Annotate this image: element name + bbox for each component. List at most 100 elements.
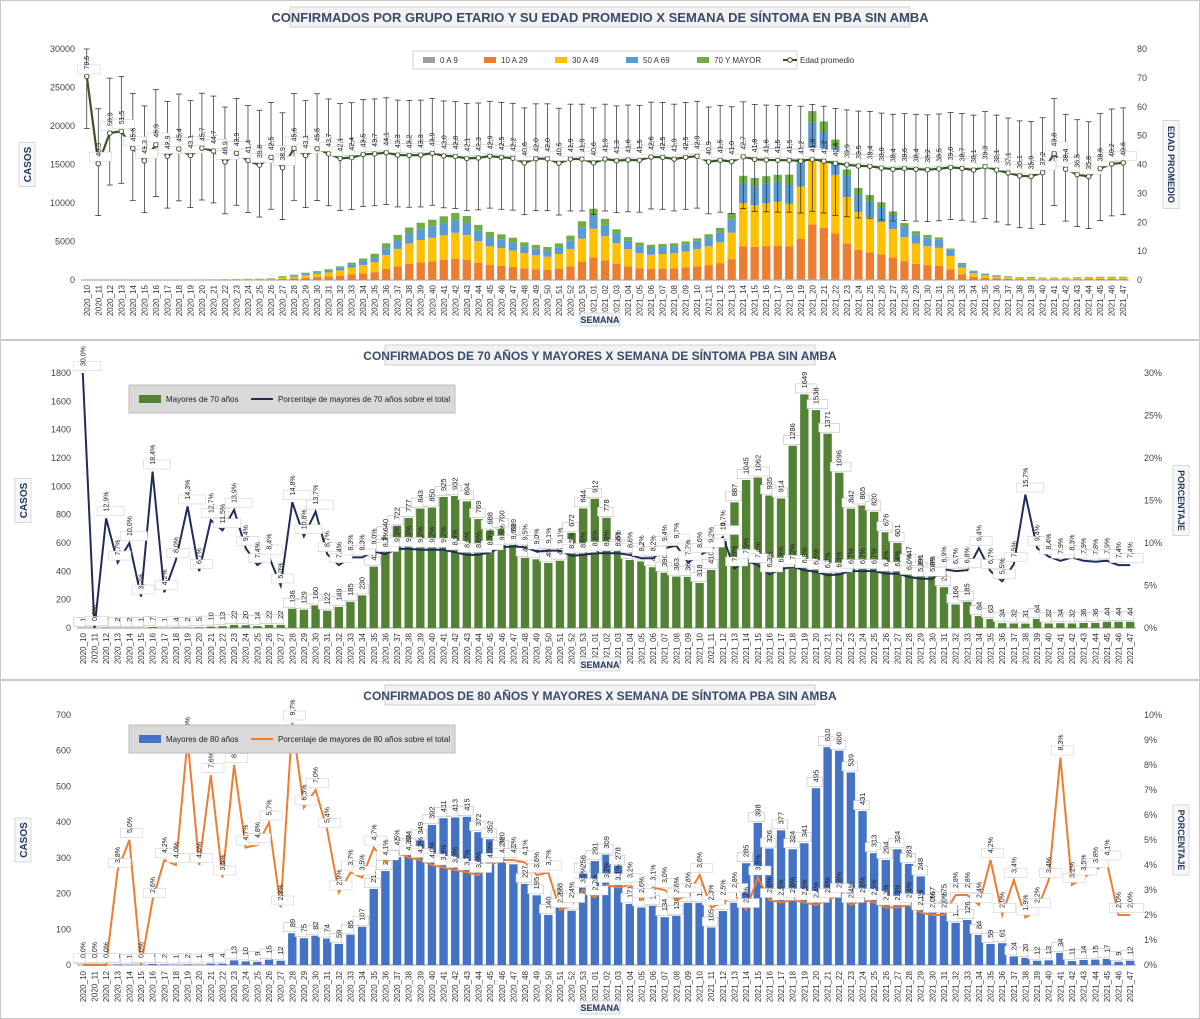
bar: [1009, 956, 1018, 965]
bar-data-label: 639: [509, 519, 518, 532]
line-data-label: 42,1: [338, 138, 345, 152]
x-tick-label: 2020_26: [267, 284, 276, 316]
y2-tick-label: 8%: [1144, 760, 1157, 770]
line-data-label: 40,6: [1121, 142, 1128, 156]
line-data-label: 8,7%: [383, 531, 390, 547]
line-data-label: 9,2%: [441, 527, 448, 543]
bar-segment: [727, 232, 736, 260]
bar-segment: [762, 203, 771, 247]
line-point: [982, 163, 988, 170]
line-data-label-box: [1027, 898, 1051, 908]
bar: [1114, 621, 1123, 628]
bar-segment: [911, 234, 921, 244]
line-data-label-box: [364, 835, 388, 846]
bar: [997, 943, 1007, 965]
bar-segment: [1096, 277, 1105, 278]
bar-data-label: 411: [439, 800, 448, 812]
bar-data-label-box: [1120, 610, 1134, 621]
line-point: [337, 155, 343, 162]
x-tick-label: 2020_26: [265, 632, 274, 664]
bar-data-label: 777: [404, 499, 413, 512]
x-tick-label: 2020_39: [416, 632, 425, 664]
bar-data-label: 166: [951, 586, 960, 599]
bar: [288, 608, 297, 628]
line-data-label-box: [143, 459, 171, 470]
bar-segment: [335, 270, 345, 276]
line-data-label-box: [259, 810, 283, 821]
bar-data-label: 22: [265, 611, 274, 619]
line-data-label-box: [283, 710, 306, 721]
bar-data-label: 122: [323, 592, 332, 605]
x-tick-label: 2021_10: [693, 284, 702, 316]
x-tick-label: 2021_12: [716, 284, 725, 316]
y2-axis-label: PORCENTAJE: [1176, 470, 1186, 531]
y2-tick-label: 10: [1137, 246, 1147, 256]
x-tick-label: 2020_35: [370, 970, 379, 1002]
line-data-label: 3,9%: [441, 845, 448, 861]
bar-data-label: 136: [288, 590, 297, 603]
bar-data-label: 778: [602, 499, 611, 512]
y2-axis-label-box: [1172, 465, 1190, 536]
bar-data-label: 44: [1114, 607, 1123, 615]
bar-data-label: 4: [218, 953, 227, 957]
x-tick-label: 2021_10: [696, 632, 705, 664]
line-data-label: 0,0%: [104, 942, 111, 958]
bar: [997, 623, 1007, 628]
line-data-label-box: [678, 550, 702, 561]
x-tick-label: 2021_23: [847, 632, 856, 664]
bar-segment: [669, 253, 679, 269]
bar-segment: [623, 237, 633, 241]
x-tick-label: 2021_18: [789, 970, 798, 1002]
x-axis-label: SEMANA: [580, 315, 620, 325]
y-tick-label: 1800: [51, 368, 71, 378]
bar-data-label: 75: [299, 924, 308, 932]
bar: [916, 572, 925, 628]
line-point: [325, 151, 332, 157]
line-point: [936, 166, 942, 172]
line-data-label: 2,7%: [592, 875, 599, 891]
bar: [1091, 959, 1100, 965]
line-data-label: 45,6: [292, 128, 299, 142]
line-data-label: 42,4: [349, 137, 356, 151]
bar-data-label: 256: [579, 855, 588, 868]
bar-data-label: 84: [974, 602, 983, 610]
bar: [928, 575, 937, 628]
x-tick-label: 2020_12: [102, 970, 111, 1002]
bar-segment: [370, 257, 379, 263]
x-tick-label: 2020_25: [253, 970, 262, 1002]
bar-data-label: 13: [218, 612, 227, 620]
x-tick-label: 2020_16: [149, 970, 158, 1002]
bar-segment: [577, 261, 587, 280]
legend-label: 0 A 9: [440, 56, 458, 65]
bar-segment: [566, 240, 575, 249]
line-data-label-box: [1062, 873, 1086, 883]
bar-data-label: 410: [707, 551, 716, 564]
bar-data-label: 13: [230, 946, 239, 954]
bar-data-label: 32: [1067, 609, 1076, 617]
bar-segment: [347, 262, 356, 265]
bar-segment: [508, 250, 518, 268]
bar-data-label-box: [597, 843, 614, 854]
bar-segment: [681, 251, 690, 268]
line-data-label: 9,6%: [511, 523, 518, 539]
bar-segment: [520, 246, 529, 254]
bar-segment: [681, 241, 690, 245]
bar: [497, 528, 506, 628]
x-tick-label: 2020_28: [290, 284, 299, 316]
bar: [323, 938, 332, 965]
line-data-label: 10,7%: [720, 510, 727, 530]
bar-data-label-box: [829, 739, 847, 750]
bar-data-label-box: [841, 761, 858, 772]
x-tick-label: 2020_43: [463, 284, 472, 316]
line-data-label-box: [620, 873, 644, 883]
legend-swatch: [555, 57, 567, 63]
line-data-label-box: [725, 883, 748, 893]
bar-segment: [543, 250, 552, 257]
bar: [963, 601, 972, 628]
x-tick-label: 2020_39: [416, 970, 425, 1002]
bar: [392, 857, 402, 965]
x-tick-label: 2020_17: [160, 632, 169, 664]
y2-tick-label: 20: [1137, 217, 1147, 227]
line-data-label: 8,9%: [488, 529, 495, 545]
bar-data-label-box: [1039, 949, 1053, 960]
